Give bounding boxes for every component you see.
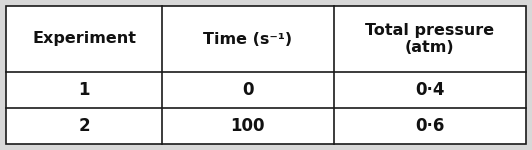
- Text: 1: 1: [79, 81, 90, 99]
- Text: 0·4: 0·4: [415, 81, 444, 99]
- Text: 0: 0: [242, 81, 254, 99]
- Text: 100: 100: [230, 117, 265, 135]
- Text: 0·6: 0·6: [415, 117, 444, 135]
- Text: Experiment: Experiment: [32, 32, 136, 46]
- Text: Time (s⁻¹): Time (s⁻¹): [203, 32, 293, 46]
- Text: Total pressure
(atm): Total pressure (atm): [365, 23, 494, 55]
- Text: 2: 2: [78, 117, 90, 135]
